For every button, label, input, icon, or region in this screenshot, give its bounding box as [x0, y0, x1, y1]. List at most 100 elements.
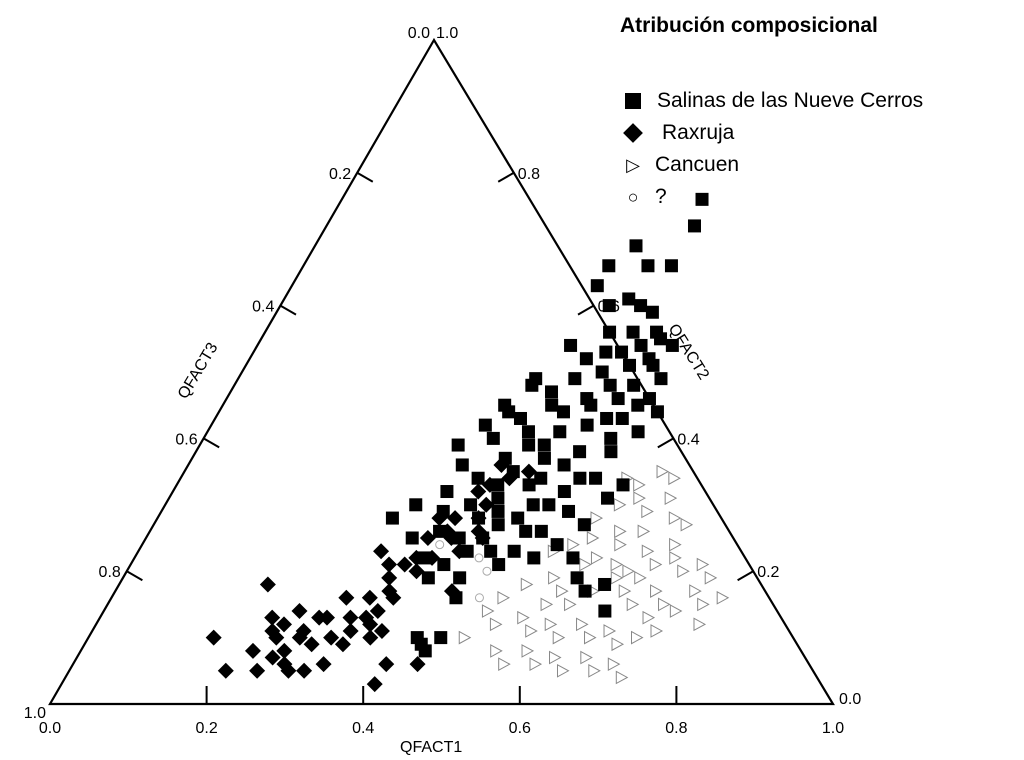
right-tick: [577, 304, 595, 316]
point-open-triangle-right: [611, 637, 625, 652]
data-points: [205, 192, 730, 693]
point-filled-diamond: [338, 589, 355, 606]
point-open-triangle-right: [517, 610, 530, 625]
point-filled-square: [603, 378, 617, 392]
point-filled-diamond: [378, 656, 395, 673]
point-open-triangle-right: [603, 624, 617, 638]
point-open-triangle-right: [633, 491, 646, 506]
point-open-triangle-right: [669, 551, 682, 565]
point-filled-square: [654, 372, 668, 386]
point-filled-square: [664, 259, 678, 273]
point-filled-square: [486, 431, 500, 445]
point-filled-square: [623, 358, 637, 372]
point-filled-square: [626, 325, 640, 339]
legend-item-salinas: Salinas de las Nueve Cerros: [615, 86, 923, 116]
legend-label-raxruja: Raxruja: [662, 121, 735, 144]
left-tick-label: 0.4: [252, 299, 274, 316]
point-open-triangle-right: [520, 577, 534, 592]
point-filled-square: [525, 378, 539, 392]
point-filled-diamond: [520, 463, 537, 480]
point-open-triangle-right: [677, 564, 690, 579]
point-filled-square: [491, 504, 505, 518]
point-filled-diamond: [342, 609, 359, 626]
point-filled-square: [650, 325, 664, 339]
point-filled-diamond: [409, 656, 426, 673]
point-filled-square: [577, 518, 591, 532]
point-filled-square: [646, 358, 660, 372]
legend-label-salinas: Salinas de las Nueve Cerros: [657, 89, 924, 112]
point-filled-diamond: [408, 563, 425, 580]
point-filled-diamond: [474, 530, 491, 546]
point-filled-diamond: [381, 556, 398, 573]
point-open-triangle-right: [540, 597, 554, 612]
left-tick-label: 0.0: [408, 25, 430, 42]
point-open-triangle-right: [650, 624, 664, 638]
point-filled-square: [522, 438, 536, 452]
point-filled-diamond: [323, 629, 340, 646]
point-filled-square: [492, 558, 506, 572]
point-open-triangle-right: [650, 584, 663, 598]
point-filled-square: [611, 392, 625, 406]
point-open-triangle-right: [658, 597, 671, 612]
point-filled-square: [665, 338, 679, 352]
point-open-triangle-right: [579, 557, 592, 572]
point-filled-diamond: [381, 569, 398, 586]
point-open-triangle-right: [497, 590, 510, 605]
point-filled-diamond: [318, 609, 335, 626]
point-filled-square: [405, 531, 419, 545]
left-tick-label: 1.0: [24, 705, 46, 722]
point-open-triangle-right: [584, 630, 597, 645]
point-filled-square: [590, 279, 604, 293]
point-filled-square: [440, 485, 454, 499]
point-filled-square: [568, 372, 582, 386]
point-filled-square: [616, 478, 630, 492]
point-filled-square: [556, 405, 570, 419]
filled-square-icon: [615, 93, 651, 109]
point-open-triangle-right: [610, 570, 624, 585]
point-filled-square: [570, 571, 584, 585]
point-filled-diamond: [342, 622, 359, 639]
point-filled-diamond: [419, 530, 436, 546]
point-filled-square: [522, 478, 536, 492]
point-open-triangle-right: [498, 657, 511, 672]
point-filled-diamond: [470, 483, 487, 500]
right-tick: [737, 570, 754, 582]
point-filled-diamond: [361, 589, 378, 606]
point-filled-square: [553, 425, 567, 439]
point-open-triangle-right: [716, 590, 730, 605]
point-open-triangle-right: [588, 663, 601, 678]
point-filled-square: [645, 305, 659, 319]
point-filled-square: [615, 345, 629, 359]
point-filled-square: [542, 498, 556, 512]
point-filled-square: [451, 438, 465, 452]
point-filled-diamond: [451, 543, 468, 560]
point-filled-diamond: [470, 510, 487, 527]
point-filled-square: [534, 471, 548, 485]
point-filled-square: [537, 438, 551, 452]
bottom-tick-label: 0.0: [39, 720, 61, 737]
point-filled-square: [534, 524, 548, 538]
point-open-triangle-right: [704, 570, 718, 585]
point-filled-square: [580, 418, 594, 432]
point-filled-square: [526, 498, 540, 512]
point-open-triangle-right: [613, 497, 627, 512]
point-open-triangle-right: [458, 630, 472, 645]
right-tick-label: 0.8: [518, 166, 540, 183]
point-filled-square: [603, 325, 617, 339]
point-filled-diamond: [264, 649, 281, 666]
bottom-tick-label: 1.0: [822, 720, 844, 737]
axis-label-left: QFACT3: [175, 340, 222, 402]
point-open-circle: [482, 566, 492, 576]
point-filled-square: [437, 558, 451, 572]
point-open-triangle-right: [637, 524, 651, 539]
point-filled-square: [562, 504, 576, 518]
point-filled-square: [566, 551, 580, 565]
point-filled-diamond: [381, 583, 398, 600]
point-open-triangle-right: [634, 570, 647, 585]
point-filled-diamond: [481, 476, 498, 493]
bottom-tick-label: 0.6: [509, 720, 531, 737]
point-filled-square: [602, 259, 616, 273]
point-filled-square: [545, 398, 559, 412]
point-open-triangle-right: [669, 537, 682, 552]
point-filled-square: [695, 192, 709, 206]
